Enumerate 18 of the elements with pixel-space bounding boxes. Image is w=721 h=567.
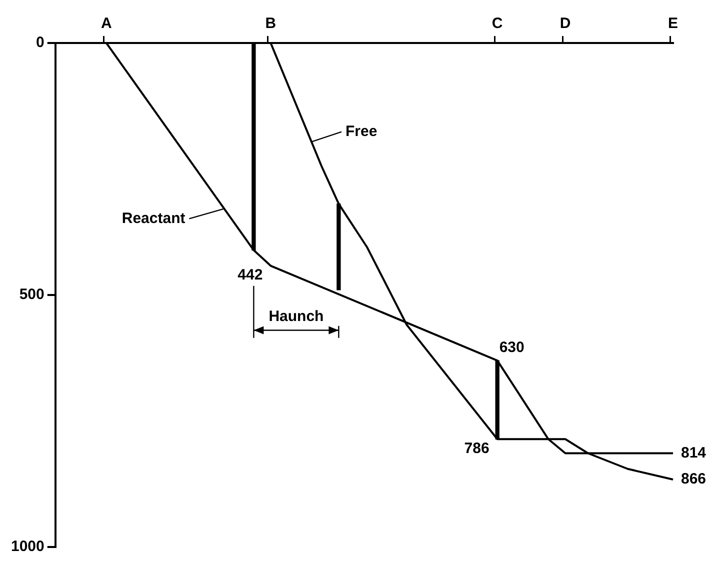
x-tick-label: A <box>100 15 112 32</box>
bar <box>336 203 341 290</box>
annotation: 442 <box>238 266 263 284</box>
x-tick-label: B <box>265 15 276 32</box>
text: Reactant <box>122 210 186 227</box>
x-tick-label: C <box>492 15 503 32</box>
legend-label: Free <box>345 122 378 140</box>
y-tick-label: 1000 <box>10 538 44 556</box>
y-tick-label: 0 <box>36 34 44 52</box>
annotation: 814 <box>681 444 707 462</box>
bar <box>495 360 500 440</box>
annotation: 866 <box>681 470 706 488</box>
annotation: 630 <box>499 339 524 356</box>
annotation: Haunch <box>268 308 324 325</box>
x-tick-label: D <box>560 15 571 32</box>
x-tick-label: E <box>668 15 678 32</box>
y-tick-label: 500 <box>19 286 44 304</box>
annotation: 786 <box>464 440 490 457</box>
